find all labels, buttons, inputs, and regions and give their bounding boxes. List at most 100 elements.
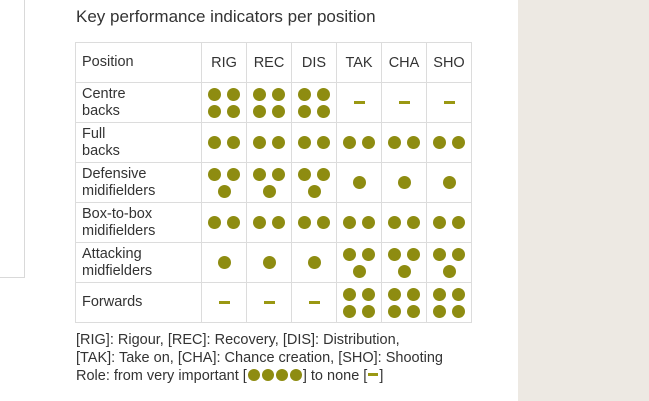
rating-cell — [381, 82, 427, 123]
importance-dot-icon — [343, 136, 356, 149]
rating-cell — [201, 242, 247, 283]
importance-dot-icon — [227, 216, 240, 229]
rating-cell — [381, 122, 427, 163]
importance-dot-icon — [307, 184, 321, 198]
kpi-header-sho: SHO — [426, 42, 472, 83]
importance-dot-icon — [407, 136, 420, 149]
importance-dot-icon — [452, 136, 465, 149]
rating-cell — [381, 242, 427, 283]
position-label: Full backs — [75, 122, 202, 163]
importance-dot-icon — [343, 287, 356, 301]
none-dash-icon — [443, 101, 455, 104]
importance-dot-icon — [262, 256, 276, 269]
importance-dot-icon — [407, 304, 420, 318]
importance-dot-icon — [253, 216, 266, 229]
none-dash-icon — [263, 301, 275, 304]
none-dash-icon — [308, 301, 320, 304]
rating-cell — [336, 242, 382, 283]
importance-dot-icon — [227, 87, 240, 101]
importance-dot-icon — [343, 216, 356, 229]
legend-dot-icon — [275, 369, 288, 381]
kpi-header-rec: REC — [246, 42, 292, 83]
position-label: Box-to-box midifielders — [75, 202, 202, 243]
legend-role-middle: ] to none [ — [302, 368, 368, 384]
right-side-panel — [518, 0, 649, 401]
legend: [RIG]: Rigour, [REC]: Recovery, [DIS]: D… — [76, 331, 443, 385]
rating-cell — [201, 122, 247, 163]
position-label: Defensive midifielders — [75, 162, 202, 203]
rating-cell — [336, 122, 382, 163]
importance-dot-icon — [272, 87, 285, 101]
importance-dot-icon — [407, 287, 420, 301]
kpi-table: Position RIG REC DIS TAK CHA SHO Centre backs F… — [75, 42, 472, 323]
rating-cell — [426, 242, 472, 283]
rating-cell — [426, 202, 472, 243]
kpi-header-rig: RIG — [201, 42, 247, 83]
importance-dot-icon — [317, 167, 330, 181]
rating-cell — [201, 162, 247, 203]
kpi-header-cha: CHA — [381, 42, 427, 83]
importance-dot-icon — [452, 216, 465, 229]
kpi-header-dis: DIS — [291, 42, 337, 83]
table-header-row: Position RIG REC DIS TAK CHA SHO — [75, 42, 472, 83]
rating-cell — [381, 162, 427, 203]
rating-cell — [381, 202, 427, 243]
kpi-header-tak: TAK — [336, 42, 382, 83]
position-label: Centre backs — [75, 82, 202, 123]
legend-dots — [247, 368, 303, 384]
importance-dot-icon — [227, 136, 240, 149]
importance-dot-icon — [253, 104, 266, 118]
importance-dot-icon — [272, 167, 285, 181]
table-row: Attacking midfielders — [75, 242, 472, 283]
rating-cell — [201, 282, 247, 323]
rating-cell — [246, 242, 292, 283]
rating-cell — [426, 122, 472, 163]
importance-dot-icon — [442, 264, 456, 278]
importance-dot-icon — [298, 136, 311, 149]
importance-dot-icon — [272, 136, 285, 149]
legend-dash-icon — [368, 373, 379, 376]
rating-cell — [426, 162, 472, 203]
rating-cell — [201, 82, 247, 123]
rating-cell — [246, 82, 292, 123]
importance-dot-icon — [208, 136, 221, 149]
importance-dot-icon — [352, 264, 366, 278]
rating-cell — [336, 202, 382, 243]
table-row: Full backs — [75, 122, 472, 163]
importance-dot-icon — [407, 247, 420, 261]
legend-role: Role: from very important [] to none [] — [76, 367, 443, 385]
importance-dot-icon — [298, 216, 311, 229]
importance-dot-icon — [388, 136, 401, 149]
rating-cell — [336, 282, 382, 323]
rating-cell — [336, 82, 382, 123]
position-header: Position — [75, 42, 202, 83]
importance-dot-icon — [227, 104, 240, 118]
importance-dot-icon — [227, 167, 240, 181]
legend-line-2: [TAK]: Take on, [CHA]: Chance creation, … — [76, 350, 443, 366]
importance-dot-icon — [362, 287, 375, 301]
importance-dot-icon — [433, 287, 446, 301]
position-label: Forwards — [75, 282, 202, 323]
rating-cell — [381, 282, 427, 323]
importance-dot-icon — [388, 216, 401, 229]
importance-dot-icon — [208, 87, 221, 101]
importance-dot-icon — [298, 167, 311, 181]
legend-role-prefix: Role: from very important [ — [76, 368, 247, 384]
legend-dot-icon — [247, 369, 260, 381]
importance-dot-icon — [317, 216, 330, 229]
rating-cell — [246, 162, 292, 203]
importance-dot-icon — [388, 304, 401, 318]
importance-dot-icon — [208, 104, 221, 118]
importance-dot-icon — [272, 104, 285, 118]
importance-dot-icon — [397, 264, 411, 278]
importance-dot-icon — [317, 136, 330, 149]
table-body: Centre backs Full backs Defensive midifielder… — [75, 82, 472, 323]
importance-dot-icon — [208, 216, 221, 229]
left-panel — [0, 0, 25, 278]
importance-dot-icon — [253, 167, 266, 181]
none-dash-icon — [398, 101, 410, 104]
importance-dot-icon — [317, 104, 330, 118]
importance-dot-icon — [452, 247, 465, 261]
none-dash-icon — [218, 301, 230, 304]
rating-cell — [246, 282, 292, 323]
